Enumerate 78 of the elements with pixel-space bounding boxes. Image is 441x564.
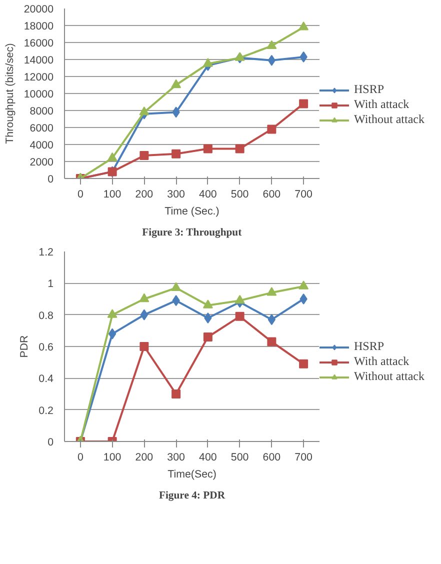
point xyxy=(203,144,212,154)
y-tick-label: 0.4 xyxy=(38,373,54,386)
point xyxy=(235,144,244,154)
point xyxy=(299,359,308,368)
legend-label: With attack xyxy=(354,97,410,112)
point xyxy=(171,79,182,88)
y-tick-label: 6000 xyxy=(30,122,54,134)
point xyxy=(267,124,276,134)
x-tick-label: 400 xyxy=(199,452,217,464)
x-tick-label: 600 xyxy=(262,452,281,464)
y-axis-title: PDR xyxy=(18,334,31,358)
y-tick-label: 20000 xyxy=(24,4,54,16)
point xyxy=(267,337,276,346)
point xyxy=(172,149,181,158)
point xyxy=(139,106,150,116)
caption: Figure 3: Throughput xyxy=(142,228,242,238)
point xyxy=(266,40,277,49)
x-tick-label: 500 xyxy=(230,188,249,200)
y-tick-label: 8000 xyxy=(30,106,54,118)
y-tick-label: 14000 xyxy=(24,54,54,66)
x-tick-label: 300 xyxy=(167,188,186,200)
point xyxy=(171,282,182,292)
x-tick-label: 200 xyxy=(135,188,154,200)
point xyxy=(268,54,276,66)
x-tick-label: 400 xyxy=(199,188,217,200)
x-tick-label: 200 xyxy=(135,452,154,464)
y-tick-label: 10000 xyxy=(24,88,54,100)
x-tick-label: 0 xyxy=(77,188,84,200)
x-tick-label: 0 xyxy=(77,452,84,464)
point xyxy=(298,280,309,290)
point xyxy=(202,58,213,67)
x-tick-label: 600 xyxy=(262,188,281,200)
x-tick-label: 100 xyxy=(103,188,122,200)
point xyxy=(203,332,212,342)
legend-label: With attack xyxy=(354,354,410,369)
legend-label: HSRP xyxy=(354,339,384,354)
x-axis-title: Time (Sec.) xyxy=(164,206,220,218)
y-tick-label: 4000 xyxy=(30,140,54,152)
y-tick-label: 0.2 xyxy=(38,404,54,417)
point xyxy=(108,328,116,340)
x-tick-label: 500 xyxy=(230,452,249,464)
x-tick-label: 100 xyxy=(103,452,122,464)
x-tick-label: 700 xyxy=(294,452,313,464)
y-tick-label: 0 xyxy=(48,436,54,448)
point xyxy=(234,52,245,61)
y-tick-label: 0.6 xyxy=(38,342,54,354)
point xyxy=(140,151,149,160)
caption: Figure 4: PDR xyxy=(158,490,226,502)
y-tick-label: 1 xyxy=(48,278,54,290)
point xyxy=(139,293,150,302)
point xyxy=(140,309,148,320)
point xyxy=(107,309,118,318)
y-tick-label: 18000 xyxy=(24,20,54,32)
point xyxy=(235,312,244,321)
point xyxy=(172,390,181,398)
legend-label: Without attack xyxy=(354,112,424,127)
y-axis-title: Throughput (bits/sec) xyxy=(4,43,16,144)
point xyxy=(299,99,308,108)
x-axis-title: Time(Sec) xyxy=(168,468,216,480)
legend-label: HSRP xyxy=(354,82,384,97)
point xyxy=(268,314,276,326)
x-tick-label: 300 xyxy=(167,452,186,464)
y-tick-label: 0 xyxy=(48,174,54,186)
point xyxy=(202,300,213,308)
y-tick-label: 12000 xyxy=(24,72,54,84)
point xyxy=(140,342,149,351)
y-tick-label: 0.8 xyxy=(38,310,54,322)
legend-label: Without attack xyxy=(354,369,424,384)
point xyxy=(234,294,245,304)
point xyxy=(107,152,118,162)
point xyxy=(204,312,212,324)
point xyxy=(300,294,308,304)
y-tick-label: 1.2 xyxy=(38,246,54,258)
y-tick-label: 16000 xyxy=(24,38,54,50)
point xyxy=(266,286,277,296)
point xyxy=(298,22,309,30)
y-tick-label: 2000 xyxy=(30,156,54,168)
x-tick-label: 700 xyxy=(294,188,313,200)
